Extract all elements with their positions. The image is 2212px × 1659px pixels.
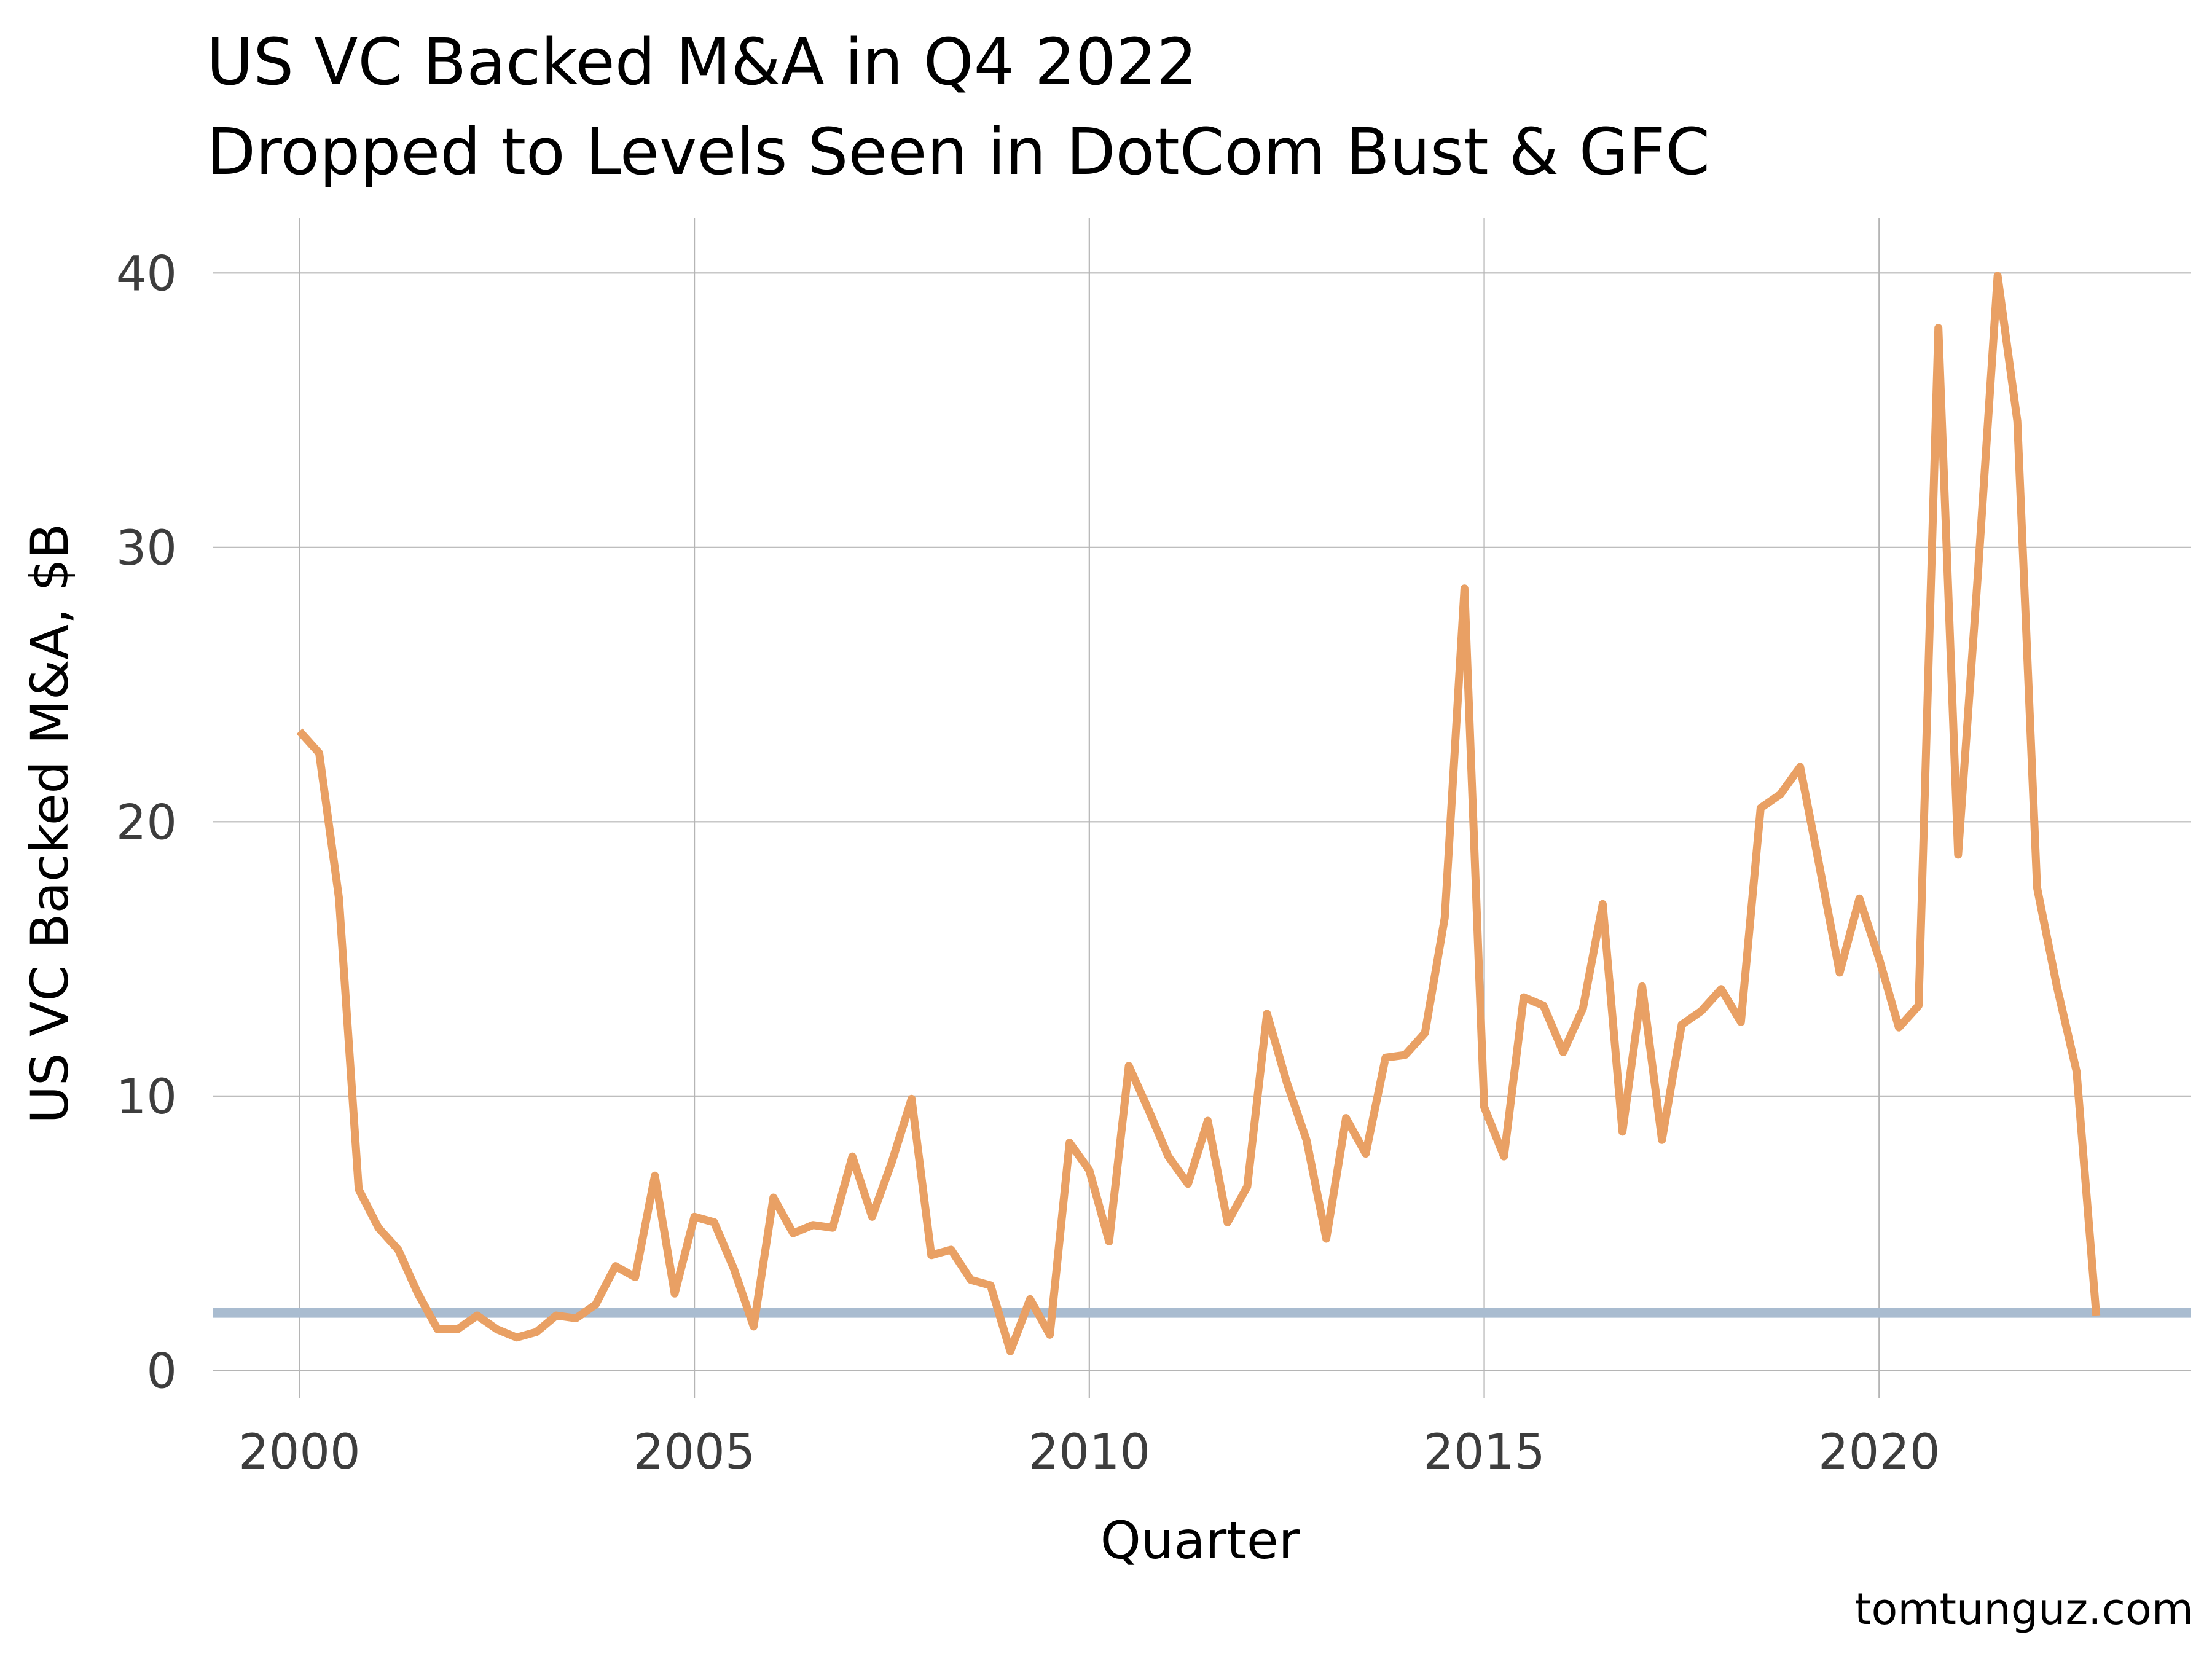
series-line — [296, 272, 2101, 1355]
x-tick-label: 2015 — [1423, 1425, 1545, 1480]
x-tick-label: 2005 — [633, 1425, 756, 1480]
gridlines — [213, 218, 2191, 1398]
source-credit: tomtunguz.com — [1854, 1584, 2194, 1634]
chart-title-line-1: US VC Backed M&A in Q4 2022 — [206, 25, 1198, 100]
chart-title: US VC Backed M&A in Q4 2022 Dropped to L… — [206, 17, 1710, 197]
y-axis-title: US VC Backed M&A, $B — [20, 524, 80, 1124]
x-tick-label: 2000 — [238, 1425, 361, 1480]
x-axis-title: Quarter — [1100, 1510, 1300, 1571]
y-tick-label: 20 — [116, 795, 177, 850]
series-layer — [296, 272, 2101, 1355]
y-tick-label: 10 — [116, 1070, 177, 1125]
y-tick-label: 0 — [146, 1344, 177, 1399]
tick-labels: 0 10 20 30 40 2000 2005 2010 2015 2020 — [116, 246, 1940, 1480]
y-tick-label: 30 — [116, 521, 177, 576]
chart-title-line-2: Dropped to Levels Seen in DotCom Bust & … — [206, 114, 1710, 189]
x-tick-label: 2020 — [1818, 1425, 1940, 1480]
x-tick-label: 2010 — [1029, 1425, 1151, 1480]
y-tick-label: 40 — [116, 246, 177, 302]
